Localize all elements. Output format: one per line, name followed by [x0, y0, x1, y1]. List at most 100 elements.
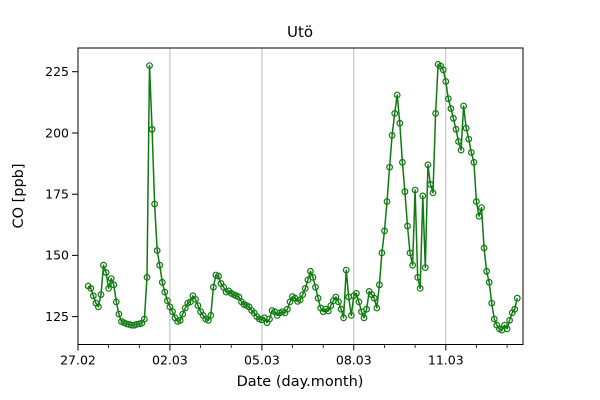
data-point-marker	[421, 264, 429, 272]
data-point-marker	[347, 312, 355, 319]
data-point-marker	[490, 315, 498, 323]
data-point-marker	[450, 114, 457, 122]
y-axis-label: CO [ppb]	[11, 163, 27, 228]
series-line	[87, 63, 519, 331]
data-point-marker	[447, 105, 455, 112]
data-point-marker	[488, 299, 496, 307]
data-point-marker	[161, 288, 169, 296]
data-point-marker	[381, 227, 388, 235]
data-point-marker	[301, 285, 309, 292]
data-point-marker	[473, 198, 480, 205]
data-point-marker	[169, 308, 176, 316]
data-point-marker	[432, 109, 440, 117]
data-point-marker	[439, 66, 447, 74]
data-point-marker	[110, 281, 118, 289]
data-point-marker	[296, 296, 304, 304]
data-point-marker	[140, 315, 148, 323]
data-point-marker	[284, 305, 291, 313]
data-point-marker	[442, 78, 450, 85]
x-tick-label: 08.03	[336, 353, 372, 368]
data-point-marker	[409, 261, 417, 269]
x-tick-label: 02.03	[152, 353, 188, 368]
x-tick-label: 27.02	[60, 353, 96, 368]
data-point-marker	[355, 298, 363, 306]
data-point-marker	[324, 307, 332, 315]
data-point-marker	[393, 91, 401, 99]
data-point-marker	[266, 315, 273, 323]
data-point-marker	[335, 298, 342, 306]
data-point-marker	[467, 149, 475, 156]
data-point-marker	[194, 302, 202, 310]
data-point-marker	[153, 247, 161, 254]
y-tick-label: 225	[45, 64, 69, 79]
data-point-marker	[337, 305, 345, 313]
data-point-marker	[353, 289, 360, 297]
data-point-marker	[404, 222, 411, 230]
y-tick-label: 175	[45, 187, 69, 202]
data-point-marker	[215, 272, 222, 280]
data-point-marker	[513, 294, 521, 302]
data-point-marker	[158, 278, 166, 286]
data-point-marker	[480, 244, 488, 252]
data-point-marker	[378, 249, 386, 257]
data-point-marker	[97, 291, 105, 299]
chart-title: Utö	[287, 23, 313, 41]
data-point-marker	[143, 274, 151, 281]
data-point-marker	[102, 269, 110, 276]
data-point-marker	[314, 294, 322, 302]
data-series	[84, 61, 521, 334]
data-point-marker	[401, 188, 409, 196]
data-point-marker	[503, 325, 511, 333]
data-point-marker	[107, 275, 115, 283]
data-point-marker	[475, 212, 483, 220]
data-point-marker	[427, 180, 434, 188]
data-point-marker	[360, 314, 368, 322]
data-point-marker	[399, 158, 406, 166]
data-point-marker	[419, 192, 427, 200]
data-point-marker	[429, 189, 437, 197]
data-point-marker	[452, 125, 460, 133]
data-point-marker	[414, 274, 422, 281]
data-point-marker	[209, 283, 217, 291]
grid-lines	[169, 48, 447, 345]
data-point-marker	[386, 163, 394, 171]
x-axis-label: Date (day.month)	[237, 374, 364, 390]
data-point-marker	[478, 204, 485, 212]
data-point-marker	[309, 274, 317, 281]
data-point-marker	[465, 135, 473, 143]
data-point-marker	[370, 294, 378, 302]
data-point-marker	[342, 266, 350, 274]
data-point-marker	[424, 161, 432, 169]
data-point-marker	[156, 261, 164, 269]
series-markers	[84, 61, 521, 334]
data-point-marker	[388, 131, 396, 139]
data-point-marker	[112, 298, 120, 306]
data-point-marker	[460, 102, 468, 110]
data-point-marker	[207, 312, 215, 319]
data-point-marker	[444, 95, 452, 103]
data-point-marker	[363, 305, 371, 313]
data-point-marker	[100, 261, 107, 269]
data-point-marker	[416, 285, 424, 292]
data-point-marker	[506, 316, 514, 324]
x-tick-label: 11.03	[428, 353, 464, 368]
x-tick-label: 05.03	[244, 353, 280, 368]
data-point-marker	[146, 62, 153, 69]
data-point-marker	[148, 125, 156, 133]
data-point-marker	[511, 305, 519, 313]
y-tick-label: 200	[45, 125, 69, 140]
data-point-marker	[115, 310, 123, 318]
data-point-marker	[396, 119, 404, 127]
data-point-marker	[483, 267, 491, 275]
data-point-marker	[485, 278, 493, 286]
data-point-marker	[383, 198, 391, 205]
data-point-marker	[105, 285, 112, 292]
data-point-marker	[163, 297, 171, 305]
data-point-marker	[373, 304, 381, 312]
data-point-marker	[94, 303, 102, 311]
y-tick-label: 125	[45, 309, 69, 324]
data-point-marker	[192, 296, 199, 303]
data-point-marker	[462, 124, 470, 132]
